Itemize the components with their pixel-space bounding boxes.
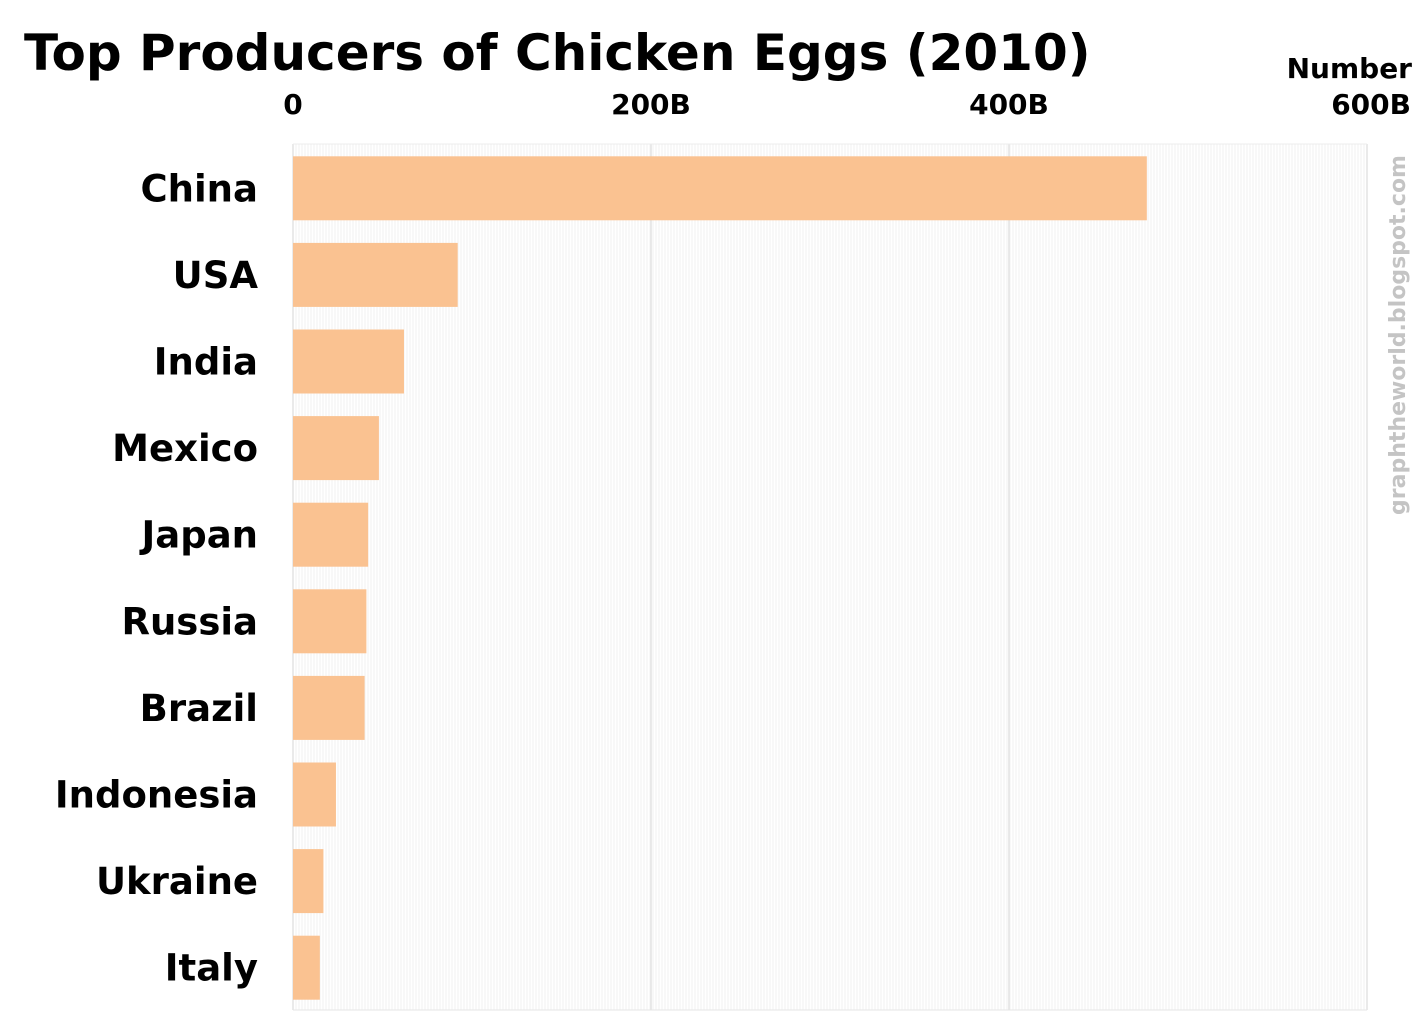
category-label: India [154,341,258,384]
bar [293,416,379,481]
category-label: Italy [165,947,258,990]
x-tick-label: 200B [611,88,691,121]
category-label: Japan [138,514,258,557]
category-labels: China USA India Mexico Japan Russia Brazil Indo… [55,167,258,989]
tick-labels: 0 200B 400B 600B [283,88,1411,121]
credit-watermark: graphtheworld.blogspot.com [1386,155,1411,515]
bar [293,502,369,567]
bar [293,675,365,740]
category-label: Indonesia [55,774,258,817]
bar [293,156,1147,221]
bar [293,589,367,654]
category-label: Ukraine [96,860,258,903]
bar [293,329,404,394]
bar [293,242,458,307]
x-tick-label: 600B [1331,88,1411,121]
chart-title: Top Producers of Chicken Eggs (2010) [24,24,1091,82]
category-label: Brazil [140,687,258,730]
x-tick-label: 0 [283,88,302,121]
category-label: Russia [121,600,258,643]
bar [293,935,320,1000]
x-tick-label: 400B [969,88,1049,121]
axis-unit-label: Number [1287,52,1413,85]
major-grid [292,143,1368,1011]
fine-grid [295,144,1365,1010]
category-label: USA [173,254,259,297]
bar [293,849,324,914]
category-label: China [141,167,259,210]
bars [293,156,1147,1000]
bar [293,762,336,827]
category-label: Mexico [112,427,258,470]
